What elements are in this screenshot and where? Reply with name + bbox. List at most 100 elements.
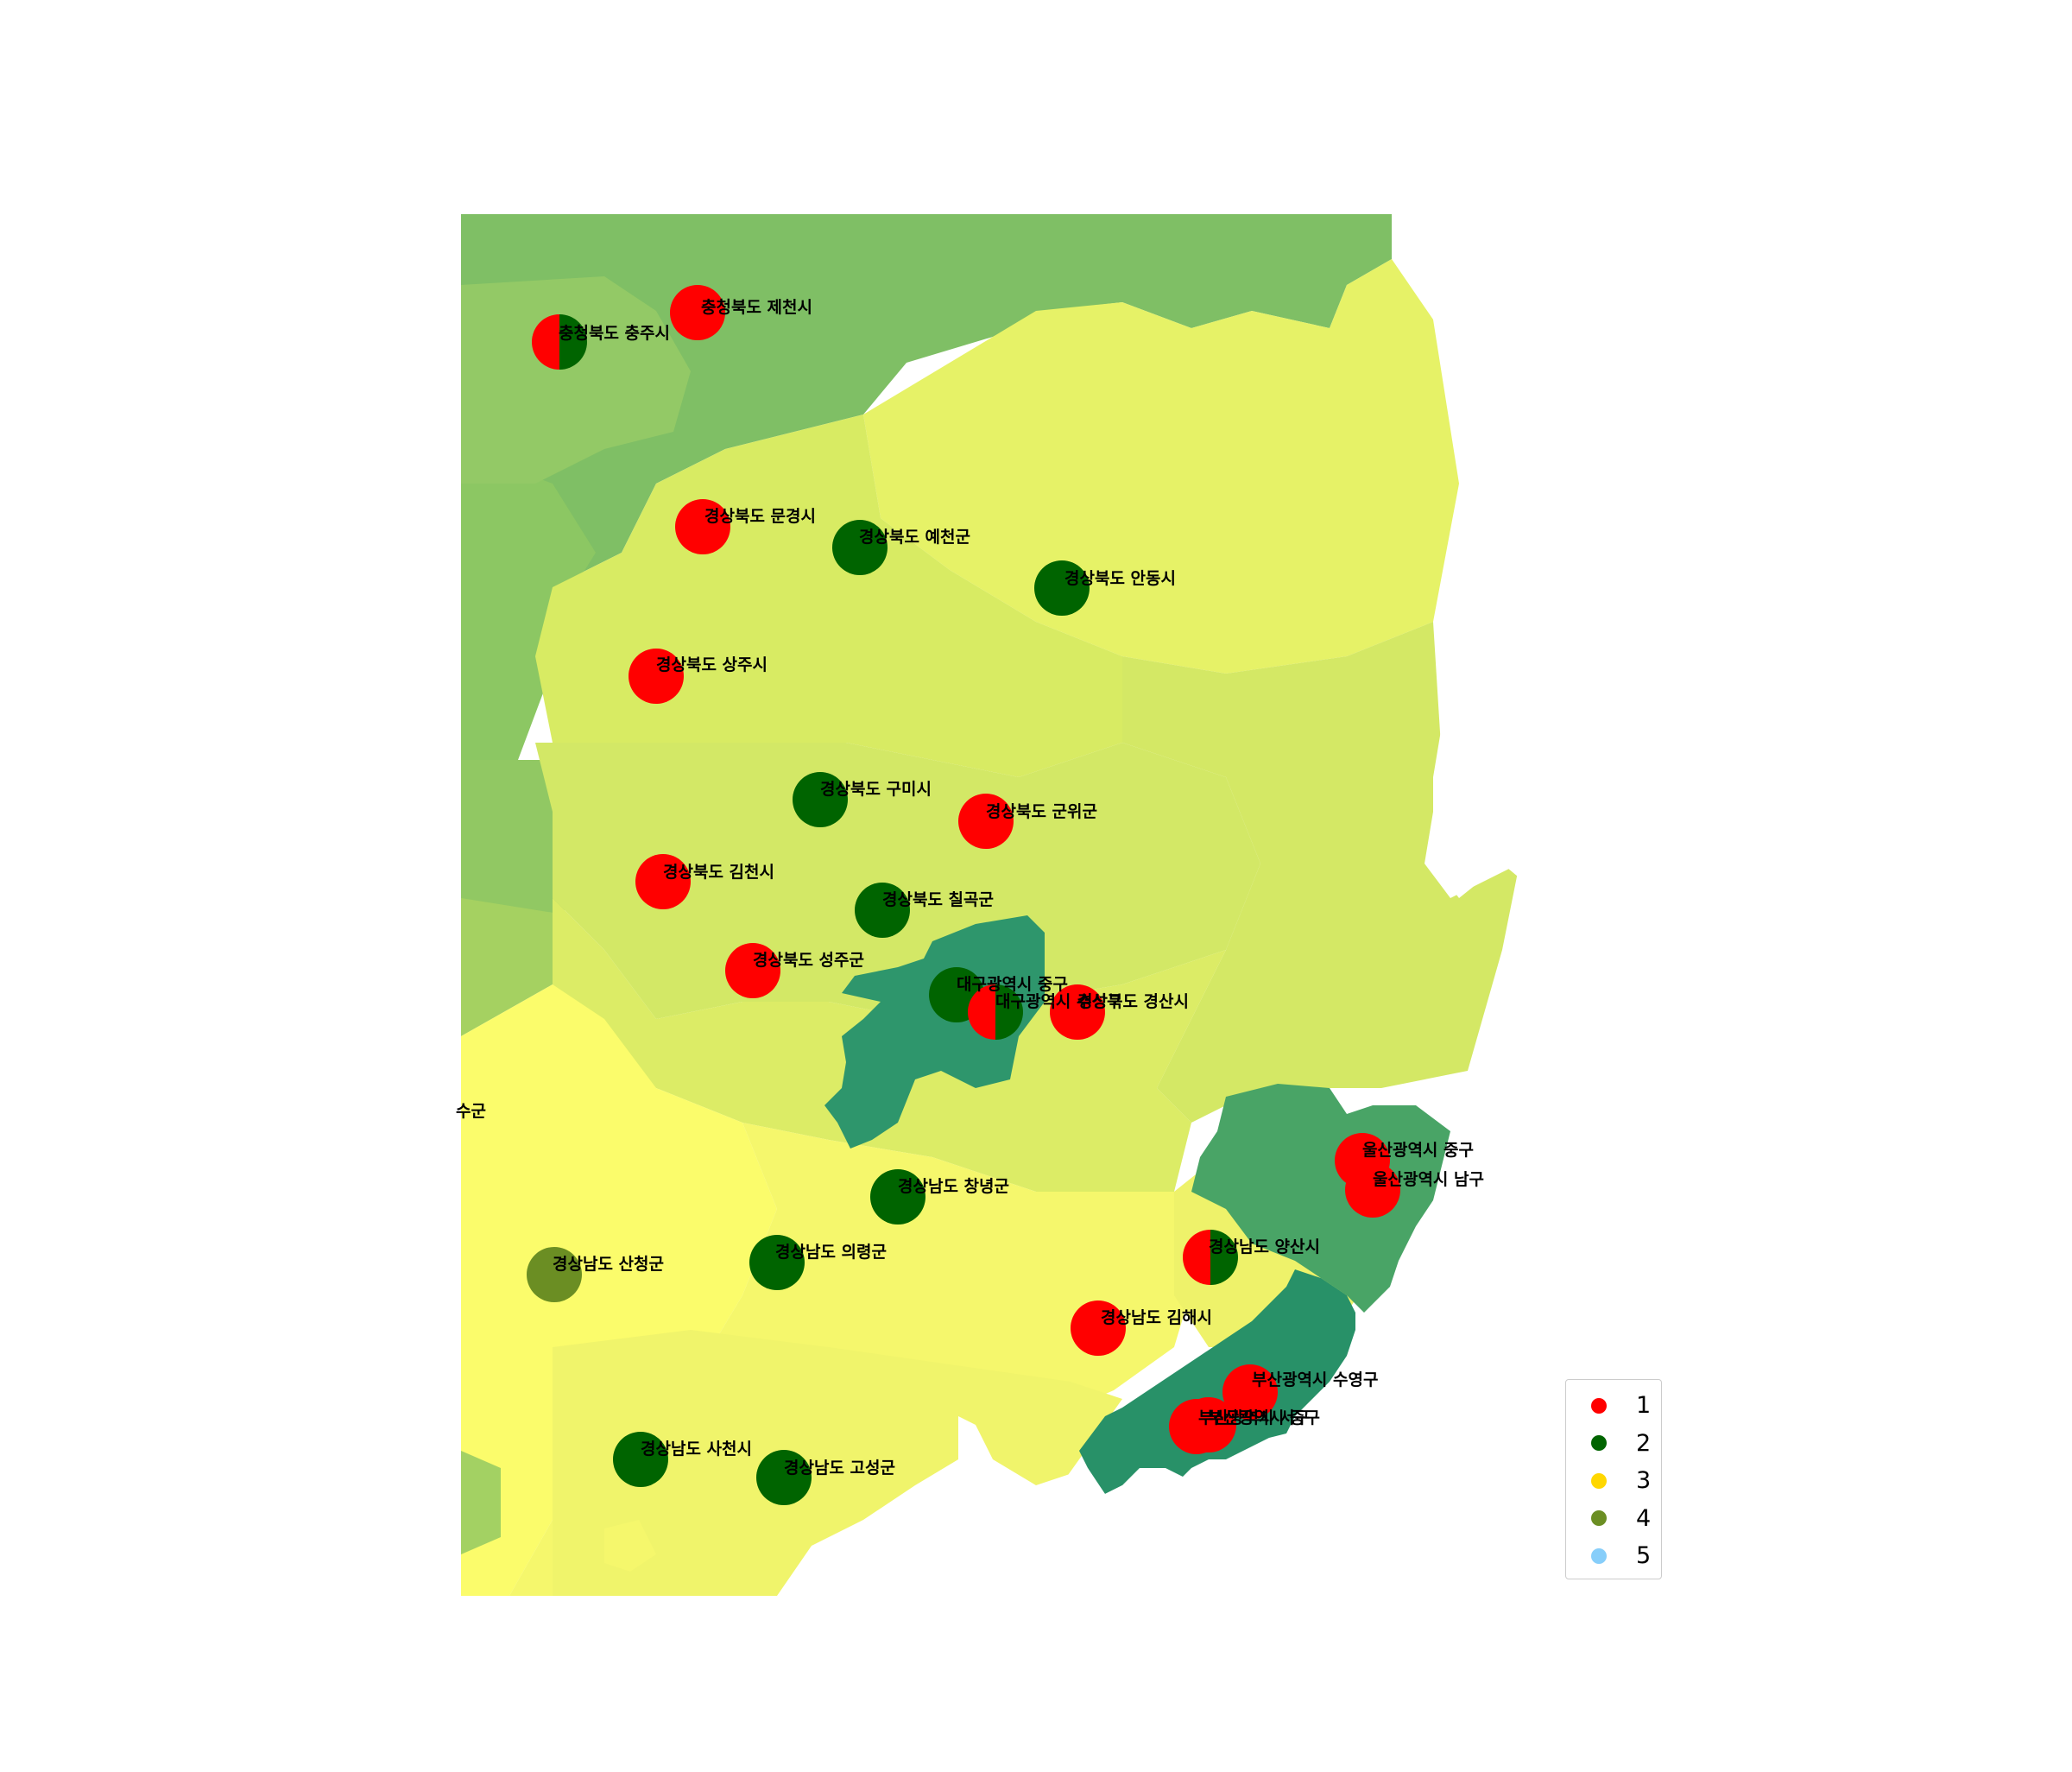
marker-label: 경상남도 고성군 xyxy=(784,1459,895,1478)
marker xyxy=(725,943,780,998)
marker xyxy=(675,499,730,554)
marker-dot xyxy=(793,772,848,827)
legend-item-5: 5 xyxy=(1566,1537,1661,1575)
marker xyxy=(749,1235,805,1290)
marker xyxy=(1222,1364,1278,1420)
marker-label: 충청북도 제천시 xyxy=(701,298,812,317)
island-1 xyxy=(604,1520,656,1572)
region-gyeongnam-west xyxy=(461,984,777,1596)
marker-label: 경상북도 상주시 xyxy=(656,655,768,674)
marker xyxy=(527,1247,582,1302)
marker xyxy=(670,285,725,340)
marker-dot xyxy=(855,883,910,938)
marker xyxy=(855,883,910,938)
legend-label-2: 2 xyxy=(1636,1429,1652,1457)
marker-dot xyxy=(725,943,780,998)
marker-label: 충청북도 충주시 xyxy=(559,324,670,343)
marker-label: 부산광역시 수영구 xyxy=(1252,1370,1378,1389)
marker xyxy=(870,1169,925,1225)
region-gyeongbuk-east xyxy=(1122,622,1519,1123)
legend: 1 2 3 4 5 xyxy=(1565,1379,1662,1579)
marker-label: 경상북도 경산시 xyxy=(1077,992,1189,1011)
marker-half-left xyxy=(1183,1230,1210,1285)
marker-label: 대구광역시 수성구 xyxy=(995,992,1121,1011)
marker-dot xyxy=(958,794,1014,849)
marker xyxy=(832,520,888,575)
marker-dot xyxy=(1034,560,1090,616)
marker xyxy=(635,854,691,909)
legend-item-3: 3 xyxy=(1566,1462,1661,1500)
marker-label: 울산광역시 남구 xyxy=(1373,1170,1484,1189)
legend-item-2: 2 xyxy=(1566,1425,1661,1463)
region-daegu xyxy=(824,915,1045,1149)
marker-label: 경상남도 창녕군 xyxy=(898,1177,1009,1196)
legend-dot-5 xyxy=(1591,1547,1607,1564)
marker-dot xyxy=(1222,1364,1278,1420)
marker xyxy=(1181,1397,1236,1452)
region-gyeongbuk-north xyxy=(863,259,1459,674)
marker-label: 울산광역시 중구 xyxy=(1362,1141,1474,1160)
marker-label: 경상남도 사천시 xyxy=(641,1440,752,1459)
marker xyxy=(532,314,587,370)
marker-dot xyxy=(675,499,730,554)
marker-label: 경상북도 예천군 xyxy=(859,528,970,547)
marker-label: 경상북도 칠곡군 xyxy=(882,890,994,909)
marker-half-left xyxy=(968,984,995,1040)
sea-northeast xyxy=(1392,214,1523,484)
legend-item-1: 1 xyxy=(1566,1387,1661,1425)
marker-label: 경상북도 김천시 xyxy=(663,863,774,882)
marker-label: 대구광역시 중구 xyxy=(957,975,1068,994)
marker xyxy=(756,1450,812,1505)
marker-dot xyxy=(613,1432,668,1487)
region-chungbuk-mid xyxy=(461,276,691,484)
legend-dot-2 xyxy=(1591,1435,1607,1452)
region-gyeongbuk-central xyxy=(535,743,1260,1019)
marker-dot xyxy=(832,520,888,575)
island-2 xyxy=(708,1537,768,1580)
marker-dot xyxy=(749,1235,805,1290)
legend-dot-1 xyxy=(1591,1397,1607,1414)
marker-dot xyxy=(1050,984,1105,1040)
map-regions xyxy=(461,214,1523,1596)
marker-label: 경상북도 구미시 xyxy=(820,780,932,799)
marker-dot xyxy=(1345,1162,1400,1218)
marker-label: 경상북도 군위군 xyxy=(986,802,1097,821)
legend-label-1: 1 xyxy=(1636,1392,1652,1420)
marker xyxy=(1034,560,1090,616)
region-chungbuk-west xyxy=(461,449,596,777)
region-gyeongbuk-west xyxy=(535,415,1122,777)
marker-dot xyxy=(635,854,691,909)
legend-item-4: 4 xyxy=(1566,1500,1661,1538)
marker xyxy=(968,984,1023,1040)
marker-dot xyxy=(527,1247,582,1302)
marker-label: 경상북도 성주군 xyxy=(753,951,864,970)
sea-east xyxy=(1347,484,1523,1596)
marker xyxy=(958,794,1014,849)
marker xyxy=(1183,1230,1238,1285)
marker-half-right xyxy=(1210,1230,1238,1285)
legend-dot-3 xyxy=(1591,1472,1607,1489)
marker xyxy=(1050,984,1105,1040)
marker-label: 경상남도 의령군 xyxy=(775,1243,887,1262)
marker-dot xyxy=(1181,1397,1236,1452)
marker xyxy=(629,649,684,704)
marker-dot xyxy=(629,649,684,704)
marker-label: 경상남도 김해시 xyxy=(1101,1308,1212,1327)
marker-half-left xyxy=(532,314,559,370)
marker-label: 부산광역시 중구 xyxy=(1209,1408,1320,1427)
marker-label-clipped: 수군 xyxy=(456,1102,486,1121)
sea-south-coast xyxy=(777,1416,1243,1596)
marker-dot xyxy=(1071,1301,1126,1356)
marker-half-right xyxy=(559,314,587,370)
region-ulsan xyxy=(1191,1084,1450,1313)
legend-label-3: 3 xyxy=(1636,1467,1652,1495)
region-west-strip xyxy=(461,1451,501,1554)
marker-label: 경상남도 산청군 xyxy=(553,1255,664,1274)
legend-label-5: 5 xyxy=(1636,1542,1652,1570)
marker-label: 경상남도 양산시 xyxy=(1209,1237,1320,1256)
legend-dot-4 xyxy=(1591,1510,1607,1527)
marker-dot xyxy=(756,1450,812,1505)
marker xyxy=(1071,1301,1126,1356)
marker-dot xyxy=(670,285,725,340)
